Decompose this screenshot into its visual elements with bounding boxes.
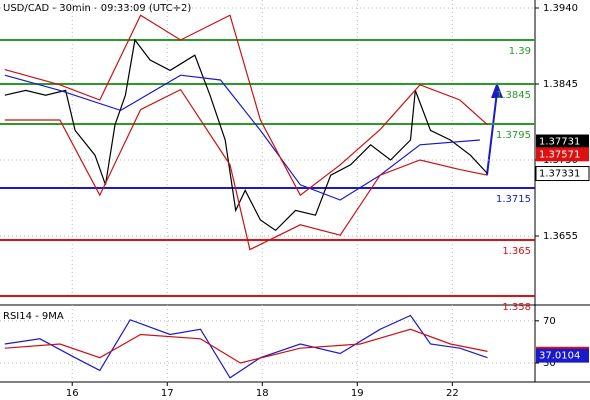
level-label: 1.3715 <box>496 194 531 205</box>
price-tag <box>535 166 590 182</box>
level-label: 1.3795 <box>496 130 531 141</box>
arrow <box>486 82 503 176</box>
price-tag-label: 1.37331 <box>539 169 580 180</box>
chart-title: USD/CAD - 30min - 09:33:09 (UTC+2) <box>3 3 191 14</box>
series-line <box>4 74 480 201</box>
level-label: 1.39 <box>509 46 531 57</box>
series-line <box>4 14 488 197</box>
price-tag-label: 37.0104 <box>539 351 580 362</box>
price-tag <box>536 348 589 363</box>
price-tag <box>536 147 589 162</box>
series-line <box>4 314 488 379</box>
price-tag-label: 1.37571 <box>539 149 580 160</box>
x-tick-label: 17 <box>161 388 174 399</box>
y-tick-label: 1.3655 <box>543 231 578 242</box>
series-line <box>4 38 488 232</box>
y-tick-label: 30 <box>543 358 556 369</box>
rsi-title: RSI14 - 9MA <box>3 311 64 322</box>
price-tag-label: 1.37731 <box>539 137 580 148</box>
x-tick-label: 22 <box>446 388 459 399</box>
y-tick-label: 70 <box>543 316 556 327</box>
series-line <box>4 88 488 251</box>
x-tick-label: 19 <box>351 388 364 399</box>
y-tick-label: 1.3940 <box>543 3 578 14</box>
level-label: 1.365 <box>502 246 531 257</box>
level-label: 1.3845 <box>496 90 531 101</box>
x-tick-label: 18 <box>256 388 269 399</box>
price-tag <box>536 134 589 149</box>
level-label: 1.358 <box>502 302 531 313</box>
series-line <box>4 328 488 364</box>
y-tick-label: 1.3845 <box>543 79 578 90</box>
x-tick-label: 16 <box>66 388 79 399</box>
